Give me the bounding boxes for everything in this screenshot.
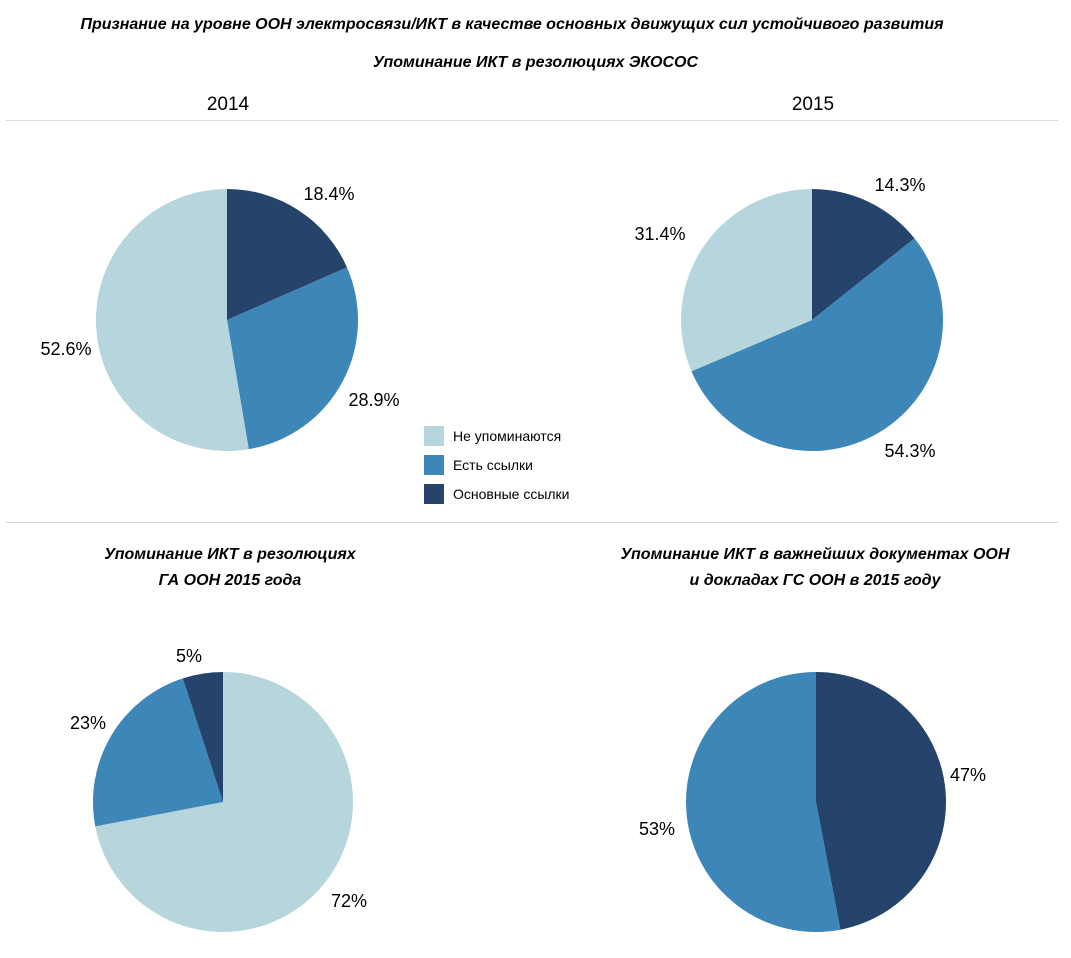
legend-label-none: Не упоминаются (453, 427, 562, 444)
pie-3-label-none: 72% (331, 891, 367, 911)
divider-top (6, 120, 1058, 121)
ecosoc-title: Упоминание ИКТ в резолюциях ЭКОСОС (373, 54, 698, 71)
pie-2-label-none: 31.4% (634, 224, 685, 244)
docs-title-line-1: Упоминание ИКТ в важнейших документах ОО… (620, 546, 1010, 563)
pie-chart-1: 18.4% 28.9% 52.6% (40, 184, 400, 451)
pie-4-label-refs: 53% (639, 819, 675, 839)
pie-1-label-refs: 28.9% (348, 390, 399, 410)
pie-1-label-none: 52.6% (40, 339, 91, 359)
pie-4-slice-main (816, 672, 947, 930)
ga-title-line-2: ГА ООН 2015 года (158, 572, 302, 589)
pie-2-slice-refs (691, 238, 944, 451)
legend-label-main: Основные ссылки (453, 485, 570, 502)
pie-4-slice-refs (686, 672, 841, 933)
pie-1-slice-main (227, 189, 347, 320)
pie-1-slice-refs (227, 267, 358, 450)
ga-chart-title: Упоминание ИКТ в резолюциях ГА ООН 2015 … (0, 542, 460, 594)
chart-title-2015: 2015 (791, 94, 835, 115)
pie-2-label-main: 14.3% (874, 175, 925, 195)
legend-item-none: Не упоминаются (424, 421, 570, 450)
docs-title-line-2: и докладах ГС ООН в 2015 году (689, 572, 941, 589)
legend-swatch-main (424, 483, 444, 504)
legend-label-refs: Есть ссылки (453, 456, 533, 473)
pie-2-slice-none (681, 189, 812, 372)
pie-3-label-refs: 23% (70, 713, 106, 733)
pie-3-slice-none (95, 672, 353, 933)
pie-chart-4: 47% 53% (639, 672, 986, 933)
pie-2-label-refs: 54.3% (884, 441, 935, 461)
pie-1-slice-none (95, 188, 249, 451)
pie-chart-3: 72% 23% 5% (70, 646, 367, 933)
ga-title-line-1: Упоминание ИКТ в резолюциях (104, 546, 356, 563)
legend: Не упоминаются Есть ссылки Основные ссыл… (424, 421, 570, 508)
main-title: Признание на уровне ООН электросвязи/ИКТ… (80, 16, 944, 33)
pie-3-slice-refs (92, 678, 223, 827)
legend-swatch-refs (424, 454, 444, 475)
pie-3-slice-main (182, 672, 223, 802)
pie-4-label-main: 47% (950, 765, 986, 785)
pie-1-label-main: 18.4% (303, 184, 354, 204)
chart-title-2014: 2014 (206, 94, 250, 115)
pie-chart-2: 14.3% 54.3% 31.4% (634, 175, 944, 461)
legend-item-refs: Есть ссылки (424, 450, 570, 479)
pie-3-label-main: 5% (176, 646, 202, 666)
legend-swatch-none (424, 425, 444, 446)
docs-chart-title: Упоминание ИКТ в важнейших документах ОО… (590, 542, 1040, 594)
pie-2-slice-main (812, 189, 915, 320)
divider-middle (6, 522, 1058, 523)
legend-item-main: Основные ссылки (424, 479, 570, 508)
